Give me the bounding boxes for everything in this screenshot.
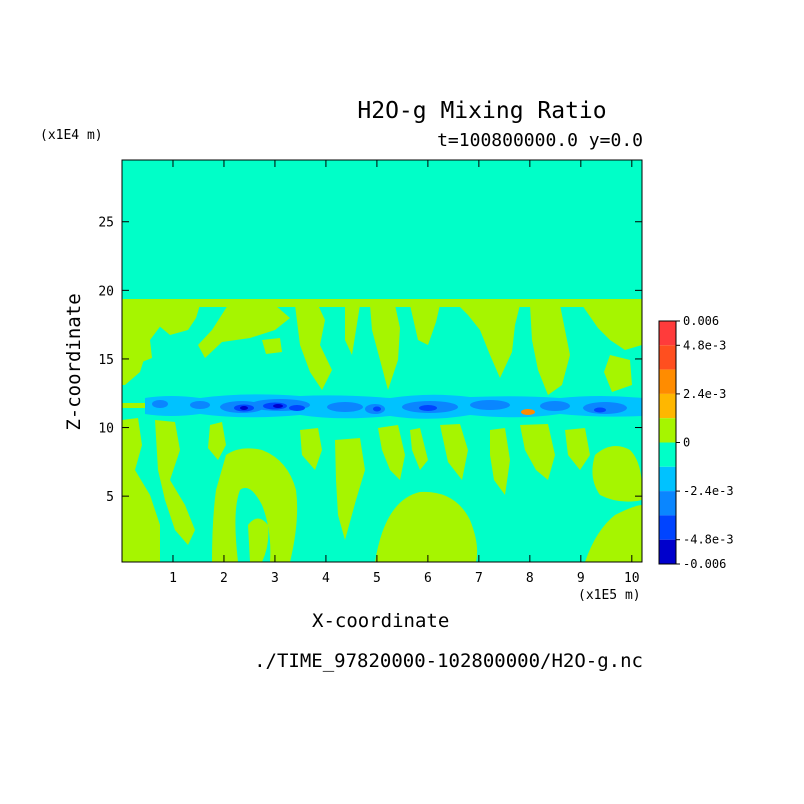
x-tick-label: 3 bbox=[271, 571, 279, 586]
colorbar-tick-label: -2.4e-3 bbox=[683, 484, 734, 498]
tropopause-band-dark-blue bbox=[234, 402, 606, 413]
colorbar-swatch bbox=[659, 539, 676, 564]
contour-field bbox=[122, 160, 642, 562]
colorbar-swatch bbox=[659, 491, 676, 516]
x-tick-label: 4 bbox=[322, 571, 330, 586]
x-tick-label: 6 bbox=[424, 571, 432, 586]
x-tick-label: 10 bbox=[624, 571, 640, 586]
tropopause-band-deepest-blue bbox=[240, 404, 283, 410]
colorbar-swatch bbox=[659, 442, 676, 467]
colorbar-tick-label: -0.006 bbox=[683, 557, 726, 571]
upper-band-positive bbox=[122, 299, 642, 395]
colorbar-swatch bbox=[659, 515, 676, 540]
source-file-label: ./TIME_97820000-102800000/H2O-g.nc bbox=[254, 650, 643, 672]
x-axis-units: (x1E5 m) bbox=[578, 588, 641, 603]
y-tick-label: 15 bbox=[98, 353, 114, 368]
colorbar-swatch bbox=[659, 369, 676, 394]
x-tick-label: 1 bbox=[169, 571, 177, 586]
x-tick-label: 8 bbox=[526, 571, 534, 586]
colorbar-tick-label: 0.006 bbox=[683, 314, 719, 328]
x-axis-ticks: 1 2 3 4 5 6 7 8 9 10 bbox=[169, 160, 640, 586]
y-axis-ticks: 5 10 15 20 25 bbox=[98, 216, 642, 505]
local-maximum-patch bbox=[521, 409, 535, 415]
colorbar: 0.006 4.8e-3 2.4e-3 0 -2.4e-3 -4.8e-3 -0.006 bbox=[658, 314, 734, 571]
colorbar-swatch bbox=[659, 321, 676, 346]
chart-title: H2O-g Mixing Ratio bbox=[357, 98, 607, 124]
y-tick-label: 10 bbox=[98, 422, 114, 437]
x-tick-label: 2 bbox=[220, 571, 228, 586]
y-tick-label: 20 bbox=[98, 284, 114, 299]
plot-frame bbox=[121, 159, 643, 563]
lower-positive-plumes bbox=[122, 418, 642, 562]
x-tick-label: 9 bbox=[577, 571, 585, 586]
colorbar-tick-label: 0 bbox=[683, 436, 690, 450]
y-tick-label: 25 bbox=[98, 216, 114, 231]
z-axis-units: (x1E4 m) bbox=[40, 128, 103, 143]
colorbar-swatch bbox=[659, 466, 676, 492]
chart-subtitle: t=100800000.0 y=0.0 bbox=[437, 130, 643, 151]
x-tick-label: 5 bbox=[373, 571, 381, 586]
colorbar-tick-label: 4.8e-3 bbox=[683, 338, 726, 352]
colorbar-swatch bbox=[659, 393, 676, 419]
colorbar-swatch bbox=[659, 345, 676, 370]
y-tick-label: 5 bbox=[106, 490, 114, 505]
x-axis-label: X-coordinate bbox=[312, 610, 450, 632]
colorbar-tick-label: -4.8e-3 bbox=[683, 533, 734, 547]
colorbar-swatch bbox=[659, 418, 676, 443]
colorbar-tick-label: 2.4e-3 bbox=[683, 387, 726, 401]
x-tick-label: 7 bbox=[475, 571, 483, 586]
